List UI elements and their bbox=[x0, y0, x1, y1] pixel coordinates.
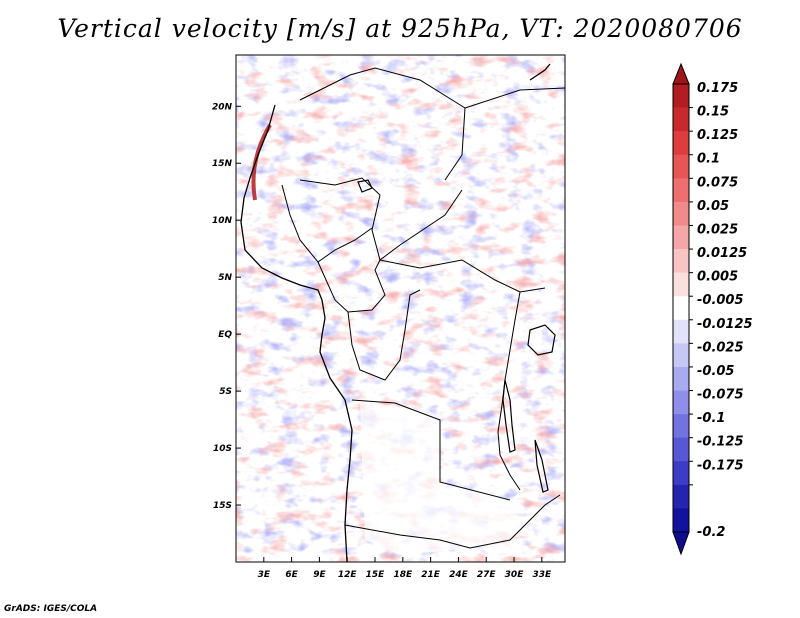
colorbar-swatch bbox=[673, 390, 689, 415]
colorbar-label: 0.075 bbox=[697, 175, 738, 190]
lake-tanganyika bbox=[502, 379, 516, 453]
colorbar-swatch bbox=[673, 107, 689, 132]
border-south bbox=[344, 494, 561, 549]
x-tick-label: 27E bbox=[477, 570, 497, 580]
y-tick-label: 15N bbox=[212, 159, 233, 169]
colorbar-label: 0.0125 bbox=[697, 246, 747, 261]
colorbar-label: -0.0125 bbox=[697, 317, 753, 332]
y-tick-label: 5N bbox=[218, 273, 232, 283]
colorbar-swatch bbox=[673, 131, 689, 156]
colorbar-label: 0.15 bbox=[697, 105, 729, 120]
colorbar-bottom-arrow bbox=[672, 531, 690, 556]
colorbar-swatch bbox=[673, 84, 689, 108]
border-drc-east bbox=[497, 291, 521, 491]
colorbar-swatch bbox=[673, 154, 689, 179]
lake-malawi bbox=[534, 439, 549, 493]
x-axis: 3E 6E 9E 12E 15E 18E 21E 24E 27E 30E 33E bbox=[258, 557, 552, 580]
lake-chad bbox=[357, 179, 373, 193]
border-car bbox=[379, 259, 546, 293]
y-tick-label: 10N bbox=[212, 216, 233, 226]
x-tick-label: 33E bbox=[532, 570, 552, 580]
colorbar-swatch bbox=[673, 437, 689, 462]
x-tick-label: 12E bbox=[338, 570, 358, 580]
colorbar-label: -0.075 bbox=[697, 388, 744, 403]
grads-credit: GrADS: IGES/COLA bbox=[4, 604, 98, 614]
y-tick-label: 5S bbox=[219, 387, 232, 397]
map-field bbox=[236, 55, 565, 562]
y-axis: 20N 15N 10N 5N EQ 5S 10S 15S bbox=[212, 102, 241, 511]
border-niger-chad bbox=[299, 177, 463, 261]
colorbar-label: -0.2 bbox=[697, 525, 725, 540]
x-tick-label: 3E bbox=[258, 570, 271, 580]
y-tick-label: EQ bbox=[218, 330, 232, 340]
border-congo-drc bbox=[347, 289, 421, 381]
weak-motion-region bbox=[360, 400, 525, 555]
x-tick-label: 30E bbox=[505, 570, 525, 580]
colorbar-swatch bbox=[673, 484, 689, 509]
colorbar-swatch bbox=[673, 508, 689, 533]
colorbar-label: 0.125 bbox=[697, 128, 738, 143]
x-tick-label: 15E bbox=[366, 570, 386, 580]
colorbar-swatch bbox=[673, 461, 689, 486]
colorbar-swatch bbox=[673, 296, 689, 321]
colorbar-label: -0.1 bbox=[697, 411, 725, 426]
colorbar-swatch bbox=[673, 319, 689, 344]
x-tick-label: 24E bbox=[449, 570, 469, 580]
colorbar-label: 0.1 bbox=[697, 152, 720, 167]
colorbar-swatch bbox=[673, 178, 689, 203]
boundaries bbox=[240, 63, 565, 562]
x-tick-label: 18E bbox=[393, 570, 413, 580]
x-tick-label: 9E bbox=[313, 570, 326, 580]
colorbar-label: 0.175 bbox=[697, 81, 738, 96]
colorbar-swatch bbox=[673, 343, 689, 368]
x-tick-label: 6E bbox=[285, 570, 298, 580]
colorbar-label: -0.125 bbox=[697, 435, 744, 450]
colorbar-label: 0.005 bbox=[697, 270, 738, 285]
colorbar-swatch bbox=[673, 201, 689, 226]
colorbar-swatch bbox=[673, 249, 689, 273]
border-angola bbox=[351, 399, 511, 501]
coastline-west-africa bbox=[240, 104, 353, 562]
y-tick-label: 15S bbox=[213, 501, 232, 511]
colorbar-label: 0.025 bbox=[697, 222, 738, 237]
map-frame bbox=[235, 54, 566, 563]
colorbar-label: -0.05 bbox=[697, 364, 734, 379]
border-sahara-north bbox=[299, 67, 466, 181]
colorbar: 0.175 0.15 0.125 0.1 0.075 0.05 0.025 0.0125 0.0… bbox=[672, 62, 753, 556]
colorbar-top-arrow bbox=[672, 62, 690, 85]
chart-title: Vertical velocity [m/s] at 925hPa, VT: 2… bbox=[57, 14, 743, 43]
y-tick-label: 20N bbox=[212, 102, 233, 112]
colorbar-swatch bbox=[673, 272, 689, 297]
x-tick-label: 21E bbox=[421, 570, 441, 580]
border-cameroon bbox=[317, 259, 386, 313]
colorbar-label: 0.05 bbox=[697, 199, 729, 214]
border-northeast bbox=[464, 87, 565, 109]
colorbar-label: -0.025 bbox=[697, 340, 744, 355]
y-tick-label: 10S bbox=[213, 444, 232, 454]
colorbar-label: -0.175 bbox=[697, 458, 744, 473]
colorbar-label: -0.005 bbox=[697, 293, 744, 308]
colorbar-swatch bbox=[673, 366, 689, 391]
lake-victoria bbox=[527, 324, 556, 356]
colorbar-swatch bbox=[673, 414, 689, 438]
coastline-northeast bbox=[529, 63, 551, 81]
colorbar-swatch bbox=[673, 225, 689, 250]
